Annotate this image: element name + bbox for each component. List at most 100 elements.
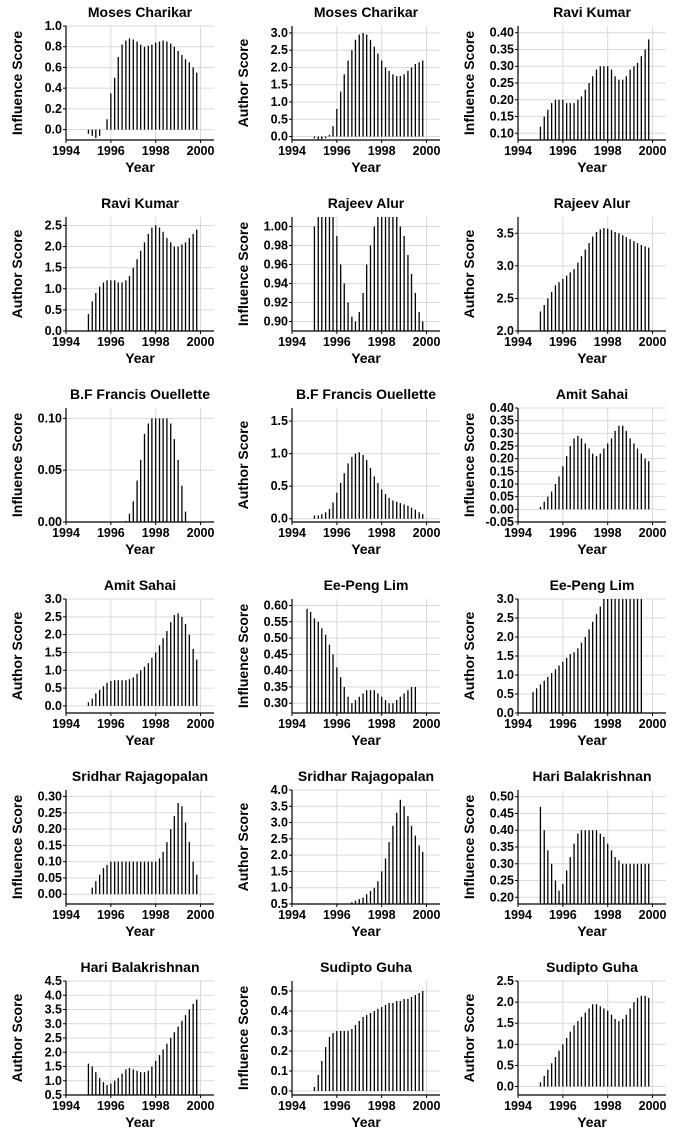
chart-panel: Sudipto Guha 0.0 0.5 1.0 1.5 2.0 2.5 1994 1996 19… xyxy=(454,955,679,1146)
bar-chart: Amit Sahai-0.050.000.050.100.150.200.250… xyxy=(461,386,666,557)
x-tick-label: 1996 xyxy=(323,335,351,349)
x-tick-label: 1994 xyxy=(278,335,306,349)
x-tick-label: 1994 xyxy=(504,144,532,158)
y-tick-label: 1.5 xyxy=(271,414,288,428)
x-tick-label: 2000 xyxy=(187,335,215,349)
x-tick-label: 1998 xyxy=(594,335,622,349)
y-tick-label: 0.5 xyxy=(271,984,288,998)
y-tick-label: 0.0 xyxy=(497,1080,514,1094)
chart-panel: Ravi Kumar 0.0 0.5 1.0 1.5 2.0 2.5 1994 1996 1998… xyxy=(2,191,228,382)
y-axis-label: Influence Score xyxy=(235,222,251,326)
x-axis-label: Year xyxy=(125,732,155,748)
y-tick-label: 0.0 xyxy=(271,512,288,526)
y-tick-label: 0.05 xyxy=(490,490,514,504)
x-tick-label: 2000 xyxy=(639,335,667,349)
bar-chart: Sridhar Rajagopalan 0.5 1.0 1.5 2.0 2.5 3.0 3.5… xyxy=(235,768,440,939)
y-tick-label: 0.45 xyxy=(264,647,288,661)
y-tick-label: 2.5 xyxy=(497,611,514,625)
x-tick-label: 1996 xyxy=(97,908,125,922)
bar-chart: Sridhar Rajagopalan 0.00 0.05 0.10 0.15 0.20 0… xyxy=(9,768,214,939)
x-tick-label: 1996 xyxy=(549,717,577,731)
y-tick-label: 1.0 xyxy=(497,1037,514,1051)
x-tick-label: 1996 xyxy=(97,526,125,540)
chart-panel: Sudipto Guha 0.0 0.1 0.2 0.3 0.4 0.5 1994 1996 19… xyxy=(228,955,454,1146)
bar-chart: B.F Francis Ouellette 0.0 0.5 1.0 1.5 1994 199… xyxy=(235,386,440,557)
x-tick-label: 1994 xyxy=(52,144,80,158)
x-tick-label: 1994 xyxy=(278,1099,306,1113)
y-axis-label: Influence Score xyxy=(461,413,477,517)
x-tick-label: 1998 xyxy=(142,717,170,731)
chart-title: Ravi Kumar xyxy=(101,195,179,211)
y-axis-label: Influence Score xyxy=(235,986,251,1090)
y-tick-label: 0.1 xyxy=(271,1064,288,1078)
y-tick-label: 3.0 xyxy=(271,26,288,40)
y-tick-label: 0.0 xyxy=(271,1084,288,1098)
x-tick-label: 1994 xyxy=(278,717,306,731)
chart-panel: B.F Francis Ouellette 0.0 0.5 1.0 1.5 1994 199… xyxy=(228,382,454,573)
x-tick-label: 1994 xyxy=(52,717,80,731)
y-tick-label: 1.5 xyxy=(497,1016,514,1030)
y-tick-label: 2.0 xyxy=(497,995,514,1009)
y-tick-label: 1.0 xyxy=(45,282,62,296)
y-axis-label: Author Score xyxy=(9,611,25,700)
x-tick-label: 1998 xyxy=(594,526,622,540)
y-tick-label: 0.25 xyxy=(490,874,514,888)
chart-panel: Moses Charikar 0.0 0.2 0.4 0.6 0.8 1.0 1994 1996… xyxy=(2,0,228,191)
x-axis-label: Year xyxy=(577,923,607,939)
y-axis-label: Author Score xyxy=(461,229,477,318)
x-tick-label: 2000 xyxy=(639,1099,667,1113)
chart-title: Ee-Peng Lim xyxy=(324,577,409,593)
x-axis-label: Year xyxy=(577,159,607,175)
y-tick-label: 2.0 xyxy=(497,630,514,644)
x-tick-label: 1996 xyxy=(549,335,577,349)
x-tick-label: 1998 xyxy=(142,144,170,158)
y-tick-label: 0.30 xyxy=(490,426,514,440)
x-tick-label: 1998 xyxy=(368,1099,396,1113)
x-tick-label: 1996 xyxy=(97,717,125,731)
y-tick-label: 0.2 xyxy=(271,1044,288,1058)
x-tick-label: 1996 xyxy=(323,908,351,922)
chart-panel: Ee-Peng Lim 0.0 0.5 1.0 1.5 2.0 2.5 3.0 1994 1996… xyxy=(454,573,679,764)
chart-panel: Rajeev Alur 0.90 0.92 0.94 0.96 0.98 1.00 1994 1… xyxy=(228,191,454,382)
bar-chart: Sudipto Guha 0.0 0.1 0.2 0.3 0.4 0.5 1994 1996 19… xyxy=(235,959,440,1130)
y-tick-label: 3.0 xyxy=(271,816,288,830)
y-tick-label: 1.5 xyxy=(497,649,514,663)
y-tick-label: 1.5 xyxy=(271,864,288,878)
y-tick-label: 0.94 xyxy=(264,277,288,291)
bar-chart: Rajeev Alur 0.90 0.92 0.94 0.96 0.98 1.00 1994 1… xyxy=(235,195,440,366)
x-tick-label: 2000 xyxy=(639,144,667,158)
chart-title: Sridhar Rajagopalan xyxy=(72,768,208,784)
chart-panel: Ravi Kumar 0.10 0.15 0.20 0.25 0.30 0.35 0.40 19… xyxy=(454,0,679,191)
y-tick-label: 0.98 xyxy=(264,239,288,253)
y-tick-label: 1.0 xyxy=(497,668,514,682)
chart-panel: Moses Charikar 0.0 0.5 1.0 1.5 2.0 2.5 3.0 1994 1… xyxy=(228,0,454,191)
y-tick-label: 1.5 xyxy=(45,261,62,275)
x-tick-label: 1998 xyxy=(368,144,396,158)
chart-title: Amit Sahai xyxy=(556,386,628,402)
bar-chart: Hari Balakrishnan 0.20 0.25 0.30 0.35 0.40 0.4… xyxy=(461,768,666,939)
bar-chart: Hari Balakrishnan0.51.01.52.02.53.03.54.… xyxy=(9,959,214,1130)
x-axis-label: Year xyxy=(351,923,381,939)
chart-panel: Ee-Peng Lim 0.30 0.35 0.40 0.45 0.50 0.55 0.60 1… xyxy=(228,573,454,764)
y-tick-label: 3.0 xyxy=(497,259,514,273)
x-tick-label: 2000 xyxy=(187,144,215,158)
y-tick-label: 3.5 xyxy=(45,1003,62,1017)
chart-title: Moses Charikar xyxy=(88,4,193,20)
y-tick-label: 2.5 xyxy=(497,291,514,305)
y-tick-label: 0.2 xyxy=(45,102,62,116)
x-axis-label: Year xyxy=(351,1114,381,1130)
x-axis-label: Year xyxy=(577,541,607,557)
x-tick-label: 1996 xyxy=(97,335,125,349)
chart-title: Amit Sahai xyxy=(104,577,176,593)
chart-title: Rajeev Alur xyxy=(328,195,405,211)
y-axis-label: Influence Score xyxy=(461,31,477,135)
x-tick-label: 1998 xyxy=(594,717,622,731)
y-tick-label: 0.0 xyxy=(271,130,288,144)
y-tick-label: 2.0 xyxy=(45,1045,62,1059)
x-tick-label: 1994 xyxy=(52,526,80,540)
y-tick-label: 0.5 xyxy=(45,681,62,695)
x-tick-label: 1996 xyxy=(549,526,577,540)
y-tick-label: 0.5 xyxy=(271,479,288,493)
y-tick-label: 0.05 xyxy=(38,463,62,477)
y-tick-label: 2.5 xyxy=(271,43,288,57)
